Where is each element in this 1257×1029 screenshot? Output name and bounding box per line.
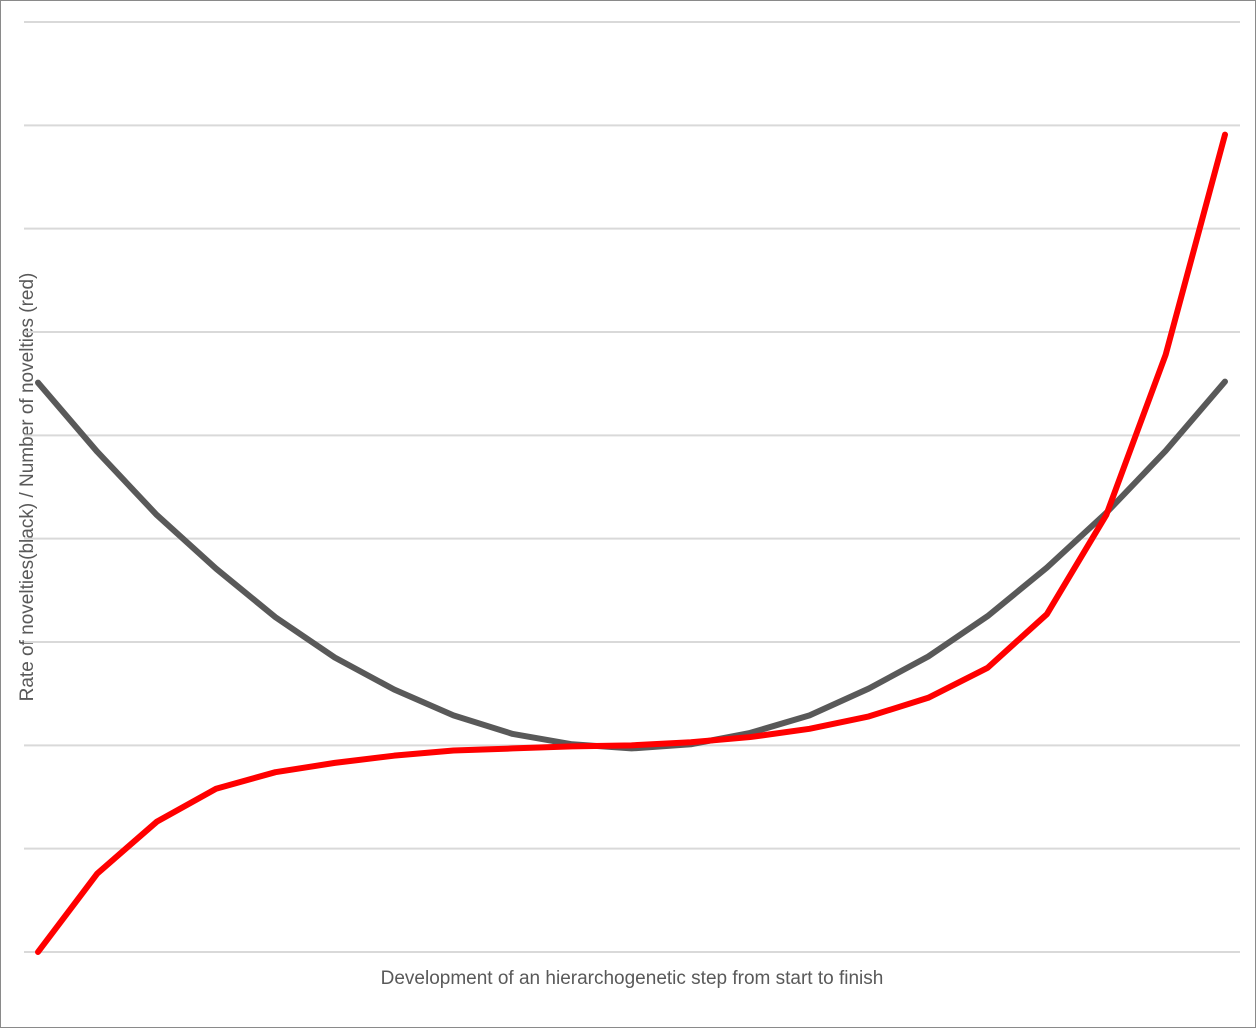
series-line: [35, 131, 1228, 955]
x-axis-title: Development of an hierarchogenetic step …: [381, 968, 884, 989]
y-axis-title: Rate of novelties(black) / Number of nov…: [17, 273, 38, 702]
series-line: [35, 378, 1228, 752]
